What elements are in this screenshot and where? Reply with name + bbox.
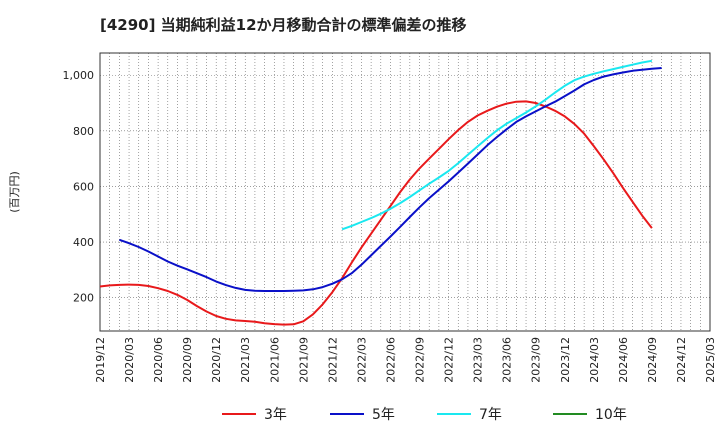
y-tick-label: 400 [73, 236, 94, 249]
y-tick-label: 1,000 [63, 69, 95, 82]
x-tick-label: 2022/09 [414, 337, 427, 383]
x-tick-label: 2023/06 [501, 337, 514, 383]
y-tick-label: 600 [73, 180, 94, 193]
y-tick-label: 200 [73, 292, 94, 305]
y-tick-label: 800 [73, 125, 94, 138]
series-line-3年 [99, 100, 653, 326]
series-lines [99, 59, 662, 326]
y-axis-ticks: 200 400 600 800 1,000 [63, 69, 95, 304]
x-axis-ticks: 2019/12 2020/03 2020/06 2020/09 2020/12 2021/… [94, 337, 717, 383]
x-tick-label: 2023/03 [472, 337, 485, 383]
x-tick-label: 2020/09 [181, 337, 194, 383]
legend-label: 3年 [264, 407, 287, 423]
x-tick-label: 2024/12 [675, 337, 688, 383]
x-tick-label: 2023/12 [559, 337, 572, 383]
x-tick-label: 2020/12 [210, 337, 223, 383]
legend-label: 5年 [372, 407, 395, 423]
x-tick-label: 2024/03 [588, 337, 601, 383]
x-tick-label: 2022/12 [443, 337, 456, 383]
x-tick-label: 2024/06 [617, 337, 630, 383]
x-tick-label: 2021/06 [268, 337, 281, 383]
x-tick-label: 2025/03 [704, 337, 717, 383]
x-tick-label: 2023/09 [530, 337, 543, 383]
legend: 3年 5年 7年 10年 [222, 407, 627, 423]
x-tick-label: 2021/09 [297, 337, 310, 383]
x-tick-label: 2019/12 [94, 337, 107, 383]
x-tick-label: 2020/03 [123, 337, 136, 383]
y-axis-label: (百万円) [8, 171, 21, 213]
x-tick-label: 2020/06 [152, 337, 165, 383]
grid [100, 53, 710, 331]
chart-title: [4290] 当期純利益12か月移動合計の標準偏差の推移 [100, 16, 467, 34]
x-tick-label: 2024/09 [646, 337, 659, 383]
plot-frame [99, 52, 711, 332]
x-tick-label: 2022/03 [355, 337, 368, 383]
x-tick-label: 2021/03 [239, 337, 252, 383]
legend-label: 7年 [479, 407, 502, 423]
series-line-7年 [341, 59, 653, 231]
x-tick-label: 2022/06 [384, 337, 397, 383]
x-tick-label: 2021/12 [326, 337, 339, 383]
series-line-5年 [119, 67, 662, 292]
legend-label: 10年 [595, 407, 627, 423]
